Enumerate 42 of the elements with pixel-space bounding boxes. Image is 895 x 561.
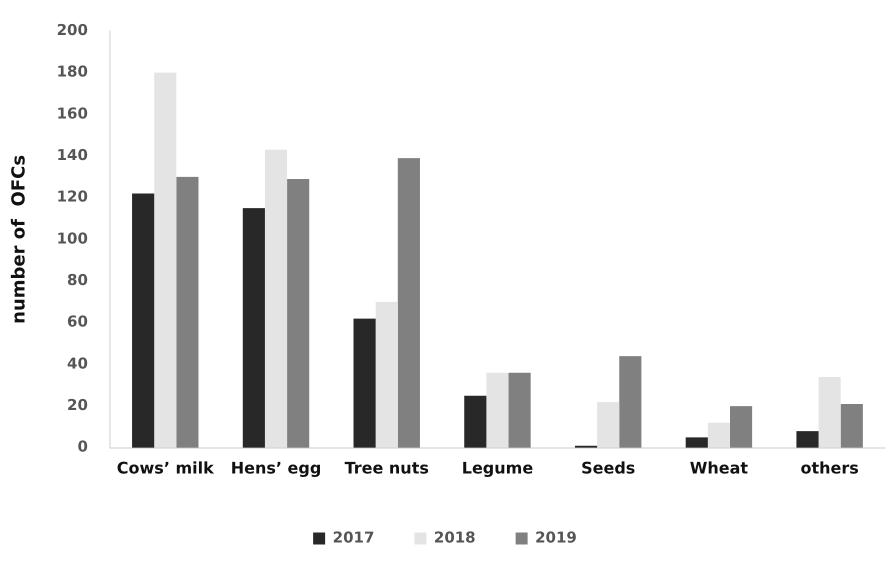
bar xyxy=(132,194,154,448)
bar xyxy=(708,422,730,448)
bar xyxy=(597,402,620,448)
x-tick-label: Legume xyxy=(462,458,534,478)
bar xyxy=(398,158,420,448)
y-tick-label: 180 xyxy=(56,62,88,81)
y-tick-label: 80 xyxy=(67,270,88,289)
bar xyxy=(796,431,819,448)
x-tick-label: Wheat xyxy=(690,458,748,478)
y-tick-label: 40 xyxy=(67,354,88,372)
x-tick-label: Tree nuts xyxy=(344,458,429,478)
x-tick-label: Seeds xyxy=(581,458,636,478)
bar xyxy=(287,178,310,448)
legend-label: 2017 xyxy=(332,528,374,546)
y-axis-title: number of OFCs xyxy=(8,154,30,324)
bar xyxy=(354,318,376,448)
bar xyxy=(840,404,863,448)
y-tick-label: 160 xyxy=(56,104,88,122)
y-tick-label: 60 xyxy=(67,312,88,331)
bar xyxy=(464,396,486,448)
bar xyxy=(486,372,509,448)
bar xyxy=(730,406,752,448)
bar xyxy=(686,437,708,448)
y-tick-label: 20 xyxy=(67,396,88,414)
y-tick-label: 140 xyxy=(56,146,88,164)
bar xyxy=(376,302,398,448)
x-tick-label: Hens’ egg xyxy=(230,458,322,478)
bar xyxy=(176,176,198,448)
bar xyxy=(508,372,531,448)
y-tick-label: 200 xyxy=(56,20,88,39)
y-tick-label: 120 xyxy=(56,188,88,206)
y-tick-label: 100 xyxy=(56,229,88,248)
legend-label: 2019 xyxy=(535,528,577,546)
legend-label: 2018 xyxy=(434,528,476,546)
x-tick-label: Cows’ milk xyxy=(116,458,214,478)
bar xyxy=(264,150,288,448)
bar xyxy=(818,376,841,448)
x-tick-label: others xyxy=(800,458,859,478)
y-tick-label: 0 xyxy=(77,438,88,456)
bar xyxy=(154,72,176,448)
bar xyxy=(242,208,265,448)
bar xyxy=(619,356,642,448)
